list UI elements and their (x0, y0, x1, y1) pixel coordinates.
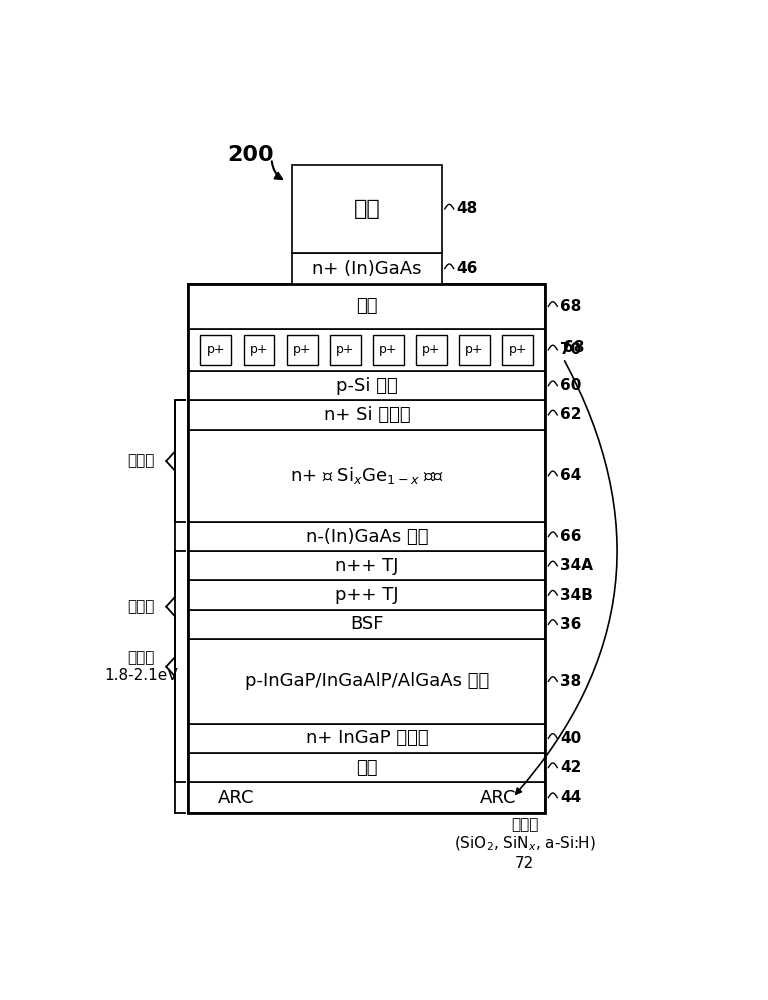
Text: 68: 68 (561, 299, 581, 314)
Text: 40: 40 (561, 731, 581, 746)
Bar (188, 329, 545, 371)
Text: p+: p+ (422, 343, 441, 356)
Text: 66: 66 (561, 529, 581, 544)
Bar (188, 610, 545, 639)
Text: 窗口: 窗口 (356, 759, 378, 777)
Text: 200: 200 (227, 145, 273, 165)
Text: BSF: BSF (350, 615, 383, 633)
Text: ARC: ARC (479, 789, 516, 807)
Bar (188, 580, 545, 610)
Text: p+: p+ (336, 343, 355, 356)
Text: 64: 64 (561, 468, 581, 483)
Text: 38: 38 (561, 674, 581, 689)
Text: p+: p+ (250, 343, 268, 356)
Text: 接触: 接触 (353, 199, 380, 219)
Bar (188, 284, 545, 813)
Text: n+ (In)GaAs: n+ (In)GaAs (312, 260, 422, 278)
Text: p-Si 基极: p-Si 基极 (336, 377, 398, 395)
Bar (200, 335, 231, 365)
Bar (373, 335, 404, 365)
Text: 42: 42 (561, 760, 581, 775)
Bar (188, 724, 545, 753)
Text: n++ TJ: n++ TJ (335, 557, 399, 575)
Bar (292, 253, 442, 284)
Text: p+: p+ (207, 343, 225, 356)
Bar (188, 400, 545, 430)
Text: 34A: 34A (561, 558, 593, 573)
Bar (188, 284, 545, 329)
Text: 36: 36 (561, 617, 581, 632)
Text: 70: 70 (561, 342, 581, 357)
Text: p+: p+ (465, 343, 484, 356)
Bar (459, 335, 490, 365)
Text: 34B: 34B (561, 588, 593, 603)
Bar (188, 753, 545, 782)
Bar (292, 165, 442, 253)
Text: 62: 62 (561, 407, 581, 422)
Bar (243, 335, 274, 365)
Bar (188, 430, 545, 522)
Text: 46: 46 (457, 261, 478, 276)
Text: p+: p+ (508, 343, 527, 356)
Text: 68: 68 (563, 340, 584, 355)
Bar (286, 335, 318, 365)
Text: n+ InGaP 发射极: n+ InGaP 发射极 (306, 729, 428, 747)
Bar (188, 522, 545, 551)
Text: n-(In)GaAs 缓冲: n-(In)GaAs 缓冲 (306, 528, 428, 546)
Text: 48: 48 (457, 201, 478, 216)
Text: p+: p+ (379, 343, 398, 356)
Text: p++ TJ: p++ TJ (335, 586, 399, 604)
Bar (329, 335, 361, 365)
Text: 缓冲层: 缓冲层 (127, 454, 154, 469)
Bar (188, 782, 545, 813)
Bar (188, 639, 545, 724)
Text: n+ Si 发射极: n+ Si 发射极 (323, 406, 410, 424)
Text: 44: 44 (561, 790, 581, 805)
Text: n+ 薄 Si$_x$Ge$_{1-x}$ 缓冲: n+ 薄 Si$_x$Ge$_{1-x}$ 缓冲 (290, 465, 444, 486)
Text: p+: p+ (293, 343, 311, 356)
Bar (188, 371, 545, 400)
Bar (416, 335, 447, 365)
Bar (188, 551, 545, 580)
Text: p-InGaP/InGaAlP/AlGaAs 基极: p-InGaP/InGaAlP/AlGaAs 基极 (245, 672, 489, 690)
Text: 锔化层
(SiO$_2$, SiN$_x$, a-Si:H)
72: 锔化层 (SiO$_2$, SiN$_x$, a-Si:H) 72 (454, 817, 595, 871)
Bar (502, 335, 533, 365)
Text: ARC: ARC (217, 789, 254, 807)
Text: 接触: 接触 (356, 297, 378, 315)
Text: 底电池: 底电池 (127, 599, 154, 614)
Text: 顶电池
1.8-2.1eV: 顶电池 1.8-2.1eV (104, 651, 177, 683)
Text: 60: 60 (561, 378, 581, 393)
